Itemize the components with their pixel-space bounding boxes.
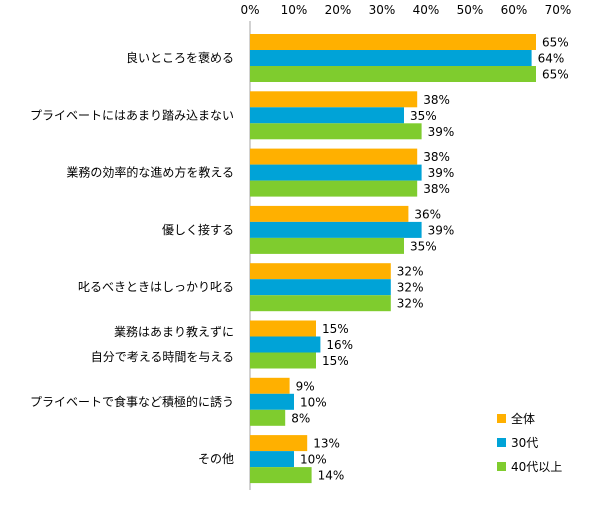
value-label: 9% <box>296 379 315 393</box>
bar <box>250 377 290 394</box>
legend-label: 40代以上 <box>511 460 562 474</box>
x-tick-label: 30% <box>369 3 396 17</box>
category-label: 業務の効率的な進め方を教える <box>66 165 234 180</box>
bar <box>250 50 532 66</box>
legend-swatch <box>497 462 506 471</box>
category-label: プライベートで食事など積極的に誘う <box>30 394 234 409</box>
value-label: 10% <box>300 453 327 467</box>
value-label: 13% <box>313 437 340 451</box>
legend: 全体 30代 40代以上 <box>497 411 562 474</box>
bar <box>250 393 294 410</box>
bar <box>250 180 418 197</box>
category-label: 叱るべきときはしっかり叱る <box>78 280 234 294</box>
x-tick-label: 20% <box>325 3 352 17</box>
legend-swatch <box>497 438 506 447</box>
value-label: 32% <box>397 281 424 295</box>
x-tick-label: 10% <box>281 3 308 17</box>
value-label: 32% <box>397 265 424 279</box>
bar <box>250 320 316 337</box>
category-label: 優しく接する <box>162 222 234 237</box>
x-tick-label: 0% <box>240 3 259 17</box>
x-tick-label: 40% <box>413 3 440 17</box>
legend-label: 30代 <box>511 436 538 450</box>
value-label: 16% <box>326 338 353 352</box>
bar <box>250 164 422 181</box>
category-labels: 良いところを褒めるプライベートにはあまり踏み込まない業務の効率的な進め方を教える… <box>30 50 234 466</box>
category-label: 業務はあまり教えずに <box>114 324 234 339</box>
value-label: 8% <box>291 411 310 425</box>
value-label: 38% <box>423 182 450 196</box>
legend-label: 全体 <box>511 411 535 426</box>
bar <box>250 123 422 140</box>
category-label: その他 <box>198 452 234 466</box>
value-label: 39% <box>428 125 455 139</box>
bar <box>250 435 308 452</box>
category-label: 自分で考える時間を与える <box>91 350 234 364</box>
value-label: 10% <box>300 395 327 409</box>
x-tick-label: 50% <box>457 3 484 17</box>
value-label: 35% <box>410 109 437 123</box>
x-tick-labels: 0% 10% 20% 30% 40% 50% 60% 70% <box>240 3 571 17</box>
bar <box>250 66 536 82</box>
bar <box>250 148 418 165</box>
bars <box>250 34 536 484</box>
value-label: 39% <box>428 223 455 237</box>
value-label: 38% <box>423 93 450 107</box>
value-label: 39% <box>428 166 455 180</box>
bar <box>250 409 286 426</box>
x-tick-label: 60% <box>501 3 528 17</box>
category-label: 良いところを褒める <box>126 50 234 65</box>
bar <box>250 279 391 296</box>
legend-swatch <box>497 414 506 423</box>
bar <box>250 263 391 280</box>
value-label: 38% <box>423 150 450 164</box>
value-label: 15% <box>322 354 349 368</box>
bar <box>250 295 391 312</box>
category-label: プライベートにはあまり踏み込まない <box>30 108 234 122</box>
value-labels: 65% 64% 65% 38% 35% 39% 38% 39% 38% 36% 39% 35% 32% 3… <box>291 36 568 483</box>
value-label: 35% <box>410 239 437 253</box>
bar <box>250 237 404 254</box>
value-label: 32% <box>397 297 424 311</box>
value-label: 64% <box>538 52 565 66</box>
bar <box>250 352 316 369</box>
bar <box>250 336 321 353</box>
x-tick-label: 70% <box>545 3 572 17</box>
bar <box>250 221 422 238</box>
value-label: 36% <box>414 207 441 221</box>
bar <box>250 91 418 108</box>
bar <box>250 451 294 468</box>
bar <box>250 107 404 124</box>
bar <box>250 205 409 222</box>
value-label: 65% <box>542 68 569 82</box>
value-label: 65% <box>542 36 569 50</box>
bar <box>250 467 312 484</box>
value-label: 15% <box>322 322 349 336</box>
value-label: 14% <box>318 469 345 483</box>
bar <box>250 34 536 50</box>
